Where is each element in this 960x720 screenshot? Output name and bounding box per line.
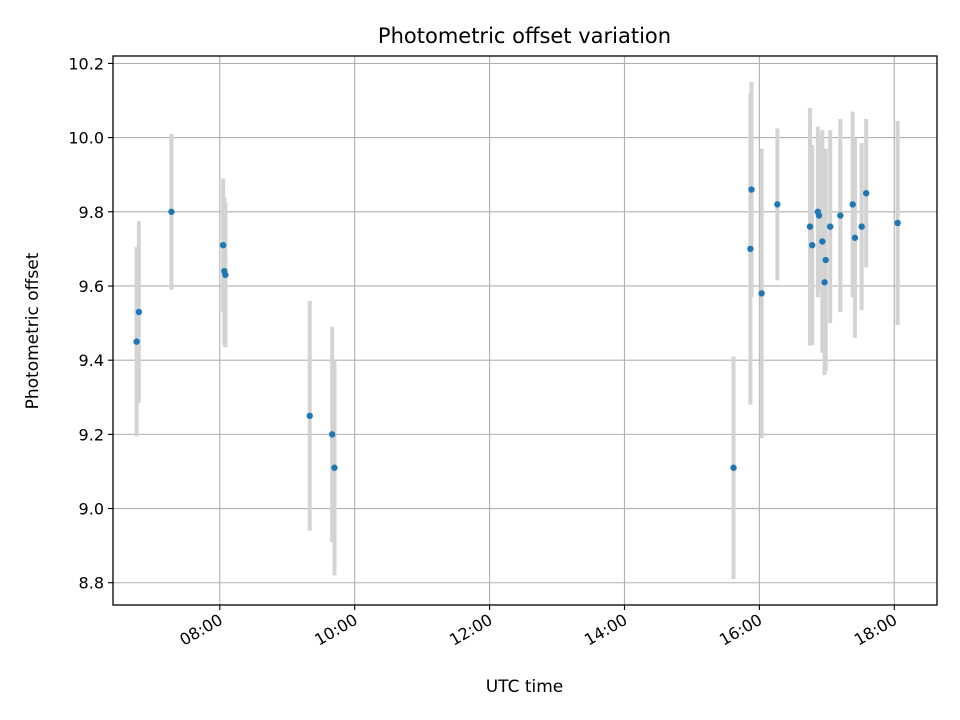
data-point bbox=[747, 245, 754, 253]
data-point bbox=[815, 212, 823, 219]
data-point bbox=[819, 238, 826, 245]
data-point bbox=[730, 464, 737, 471]
y-tick-label: 8.8 bbox=[79, 574, 104, 593]
data-point bbox=[858, 223, 865, 230]
data-point bbox=[219, 241, 227, 249]
chart-title: Photometric offset variation bbox=[378, 24, 671, 48]
data-point bbox=[837, 212, 844, 219]
data-point bbox=[894, 219, 901, 227]
y-tick-label: 9.4 bbox=[79, 351, 104, 370]
data-point bbox=[822, 256, 829, 264]
data-point bbox=[849, 201, 856, 208]
data-point bbox=[862, 190, 870, 197]
data-points bbox=[133, 186, 901, 471]
data-point bbox=[809, 241, 816, 249]
y-tick-label: 9.8 bbox=[79, 203, 104, 222]
data-point bbox=[821, 279, 828, 286]
data-point bbox=[774, 201, 781, 208]
plot-frame bbox=[112, 55, 938, 606]
x-axis-label: UTC time bbox=[486, 677, 564, 697]
data-point bbox=[758, 290, 765, 297]
y-tick-label: 9.6 bbox=[79, 277, 104, 296]
data-point bbox=[168, 208, 175, 215]
data-point bbox=[331, 464, 338, 471]
data-point bbox=[806, 223, 814, 230]
y-tick-label: 9.2 bbox=[79, 425, 104, 444]
y-tick-label: 10.2 bbox=[68, 54, 104, 73]
data-point bbox=[133, 338, 140, 345]
data-point bbox=[748, 186, 755, 193]
data-point bbox=[135, 308, 143, 316]
grid bbox=[113, 56, 937, 605]
data-point bbox=[827, 223, 834, 230]
data-point bbox=[306, 412, 313, 420]
y-axis-label: Photometric offset bbox=[23, 252, 43, 409]
y-tick-label: 10.0 bbox=[68, 129, 104, 148]
y-tick-label: 9.0 bbox=[79, 500, 104, 519]
data-point bbox=[329, 431, 336, 438]
data-point bbox=[851, 234, 859, 241]
data-point bbox=[222, 271, 229, 279]
